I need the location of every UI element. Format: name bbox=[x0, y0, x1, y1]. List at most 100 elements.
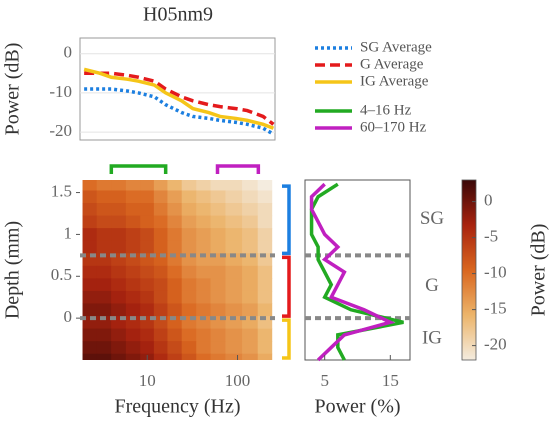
heatmap-cell bbox=[210, 265, 226, 279]
heatmap-cell bbox=[153, 328, 168, 342]
heatmap-cell bbox=[257, 353, 273, 360]
heatmap-cell bbox=[96, 328, 112, 342]
heatmap-cell bbox=[96, 353, 112, 360]
heatmap-cell bbox=[96, 341, 112, 355]
heatmap-cell bbox=[225, 328, 243, 342]
heatmap-cell bbox=[242, 341, 259, 355]
heatmap-cell bbox=[242, 228, 259, 242]
heatmap-cell bbox=[225, 265, 243, 279]
x-axis-label: Power (%) bbox=[314, 396, 400, 418]
heatmap-cells bbox=[82, 180, 273, 360]
heatmap-cell bbox=[167, 341, 183, 355]
heatmap-cell bbox=[82, 215, 98, 229]
heatmap-cell bbox=[257, 265, 273, 279]
heatmap-cell bbox=[153, 278, 168, 292]
y-tick-label: -20 bbox=[49, 121, 72, 140]
heatmap-cell bbox=[111, 303, 127, 317]
heatmap-cell bbox=[181, 303, 197, 317]
heatmap-cell bbox=[196, 341, 212, 355]
y-axis-label: Power (dB) bbox=[2, 43, 24, 136]
heatmap-cell bbox=[82, 341, 98, 355]
heatmap-cell bbox=[181, 278, 197, 292]
heatmap-cell bbox=[111, 353, 127, 360]
heatmap-cell bbox=[111, 228, 127, 242]
heatmap-cell bbox=[111, 203, 127, 217]
heatmap-cell bbox=[140, 190, 155, 204]
heatmap-cell bbox=[111, 278, 127, 292]
heatmap-cell bbox=[210, 353, 226, 360]
heatmap-cell bbox=[96, 215, 112, 229]
legend-label: 4–16 Hz bbox=[360, 102, 412, 118]
heatmap-cell bbox=[140, 203, 155, 217]
heatmap-cell bbox=[196, 228, 212, 242]
heatmap-cell bbox=[242, 203, 259, 217]
layer-bracket bbox=[282, 255, 291, 318]
layer-label: SG bbox=[420, 208, 445, 229]
x-tick-label: 15 bbox=[382, 371, 399, 390]
heatmap-cell bbox=[140, 303, 155, 317]
heatmap-cell bbox=[167, 190, 183, 204]
heatmap-cell bbox=[257, 190, 273, 204]
y-tick-label: 0 bbox=[64, 43, 73, 62]
heatmap-cell bbox=[242, 180, 259, 191]
heatmap-cell bbox=[82, 303, 98, 317]
heatmap-cell bbox=[257, 328, 273, 342]
y-tick-label: -10 bbox=[49, 82, 72, 101]
heatmap-cell bbox=[82, 190, 98, 204]
heatmap-cell bbox=[210, 228, 226, 242]
heatmap-cell bbox=[111, 215, 127, 229]
heatmap-cell bbox=[181, 240, 197, 254]
heatmap-cell bbox=[96, 303, 112, 317]
heatmap-cell bbox=[82, 203, 98, 217]
x-axis-label: Frequency (Hz) bbox=[114, 396, 240, 418]
heatmap-cell bbox=[225, 290, 243, 304]
heatmap-cell bbox=[167, 180, 183, 191]
heatmap-cell bbox=[125, 328, 141, 342]
heatmap-cell bbox=[140, 228, 155, 242]
heatmap-cell bbox=[167, 265, 183, 279]
heatmap-cell bbox=[153, 265, 168, 279]
heatmap-cell bbox=[210, 215, 226, 229]
heatmap-cell bbox=[167, 353, 183, 360]
layer-label: IG bbox=[422, 327, 442, 348]
heatmap-cell bbox=[125, 253, 141, 267]
heatmap-cell bbox=[111, 341, 127, 355]
heatmap-cell bbox=[181, 180, 197, 191]
heatmap-cell bbox=[181, 328, 197, 342]
heatmap-cell bbox=[242, 303, 259, 317]
heatmap-cell bbox=[82, 180, 98, 191]
colorbar-tick-label: -20 bbox=[484, 335, 507, 354]
heatmap-cell bbox=[257, 290, 273, 304]
heatmap-cell bbox=[140, 265, 155, 279]
heatmap-cell bbox=[210, 328, 226, 342]
heatmap-cell bbox=[140, 290, 155, 304]
colorbar bbox=[461, 179, 477, 361]
heatmap-cell bbox=[82, 265, 98, 279]
heatmap-cell bbox=[225, 240, 243, 254]
heatmap-cell bbox=[125, 303, 141, 317]
heatmap-cell bbox=[196, 190, 212, 204]
colorbar-tick-label: -15 bbox=[484, 299, 507, 318]
heatmap-cell bbox=[196, 316, 212, 330]
heatmap-cell bbox=[82, 278, 98, 292]
heatmap-cell bbox=[210, 180, 226, 191]
band-marker bbox=[215, 164, 261, 174]
legend-label: 60–170 Hz bbox=[360, 119, 427, 135]
heatmap-cell bbox=[153, 190, 168, 204]
heatmap-cell bbox=[210, 278, 226, 292]
legend-label: IG Average bbox=[360, 73, 429, 89]
heatmap-cell bbox=[210, 190, 226, 204]
heatmap-cell bbox=[153, 215, 168, 229]
heatmap-cell bbox=[242, 353, 259, 360]
heatmap-cell bbox=[181, 353, 197, 360]
heatmap-cell bbox=[225, 341, 243, 355]
heatmap-cell bbox=[111, 180, 127, 191]
heatmap-cell bbox=[111, 265, 127, 279]
heatmap-cell bbox=[181, 341, 197, 355]
heatmap-cell bbox=[242, 240, 259, 254]
y-axis-label: Depth (mm) bbox=[2, 221, 24, 319]
heatmap-cell bbox=[82, 240, 98, 254]
heatmap-cell bbox=[96, 240, 112, 254]
heatmap-cell bbox=[225, 316, 243, 330]
heatmap-cell bbox=[153, 341, 168, 355]
